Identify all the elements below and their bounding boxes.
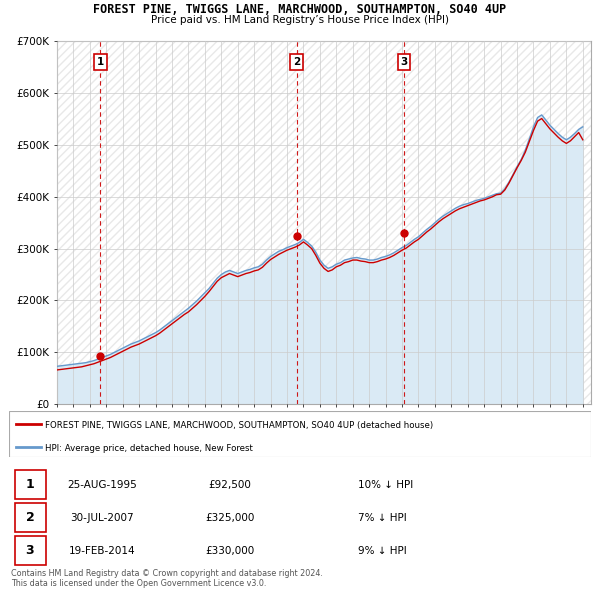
- Text: 2: 2: [26, 512, 34, 525]
- Text: 19-FEB-2014: 19-FEB-2014: [69, 546, 136, 556]
- Bar: [15, 470, 46, 499]
- Text: 3: 3: [401, 57, 408, 67]
- Bar: [15, 536, 46, 565]
- Text: 10% ↓ HPI: 10% ↓ HPI: [358, 480, 413, 490]
- Text: FOREST PINE, TWIGGS LANE, MARCHWOOD, SOUTHAMPTON, SO40 4UP: FOREST PINE, TWIGGS LANE, MARCHWOOD, SOU…: [94, 3, 506, 16]
- Text: Price paid vs. HM Land Registry’s House Price Index (HPI): Price paid vs. HM Land Registry’s House …: [151, 15, 449, 25]
- Text: 2: 2: [293, 57, 300, 67]
- Bar: [15, 503, 46, 532]
- Text: HPI: Average price, detached house, New Forest: HPI: Average price, detached house, New …: [45, 444, 253, 453]
- Text: 25-AUG-1995: 25-AUG-1995: [67, 480, 137, 490]
- Text: £330,000: £330,000: [206, 546, 255, 556]
- Text: £92,500: £92,500: [209, 480, 251, 490]
- Text: £325,000: £325,000: [205, 513, 255, 523]
- Text: Contains HM Land Registry data © Crown copyright and database right 2024.
This d: Contains HM Land Registry data © Crown c…: [11, 569, 323, 588]
- Text: 1: 1: [26, 478, 34, 491]
- Text: 9% ↓ HPI: 9% ↓ HPI: [358, 546, 407, 556]
- Text: 30-JUL-2007: 30-JUL-2007: [70, 513, 134, 523]
- Text: 1: 1: [97, 57, 104, 67]
- Text: 7% ↓ HPI: 7% ↓ HPI: [358, 513, 407, 523]
- Text: FOREST PINE, TWIGGS LANE, MARCHWOOD, SOUTHAMPTON, SO40 4UP (detached house): FOREST PINE, TWIGGS LANE, MARCHWOOD, SOU…: [45, 421, 433, 430]
- Text: 3: 3: [26, 545, 34, 558]
